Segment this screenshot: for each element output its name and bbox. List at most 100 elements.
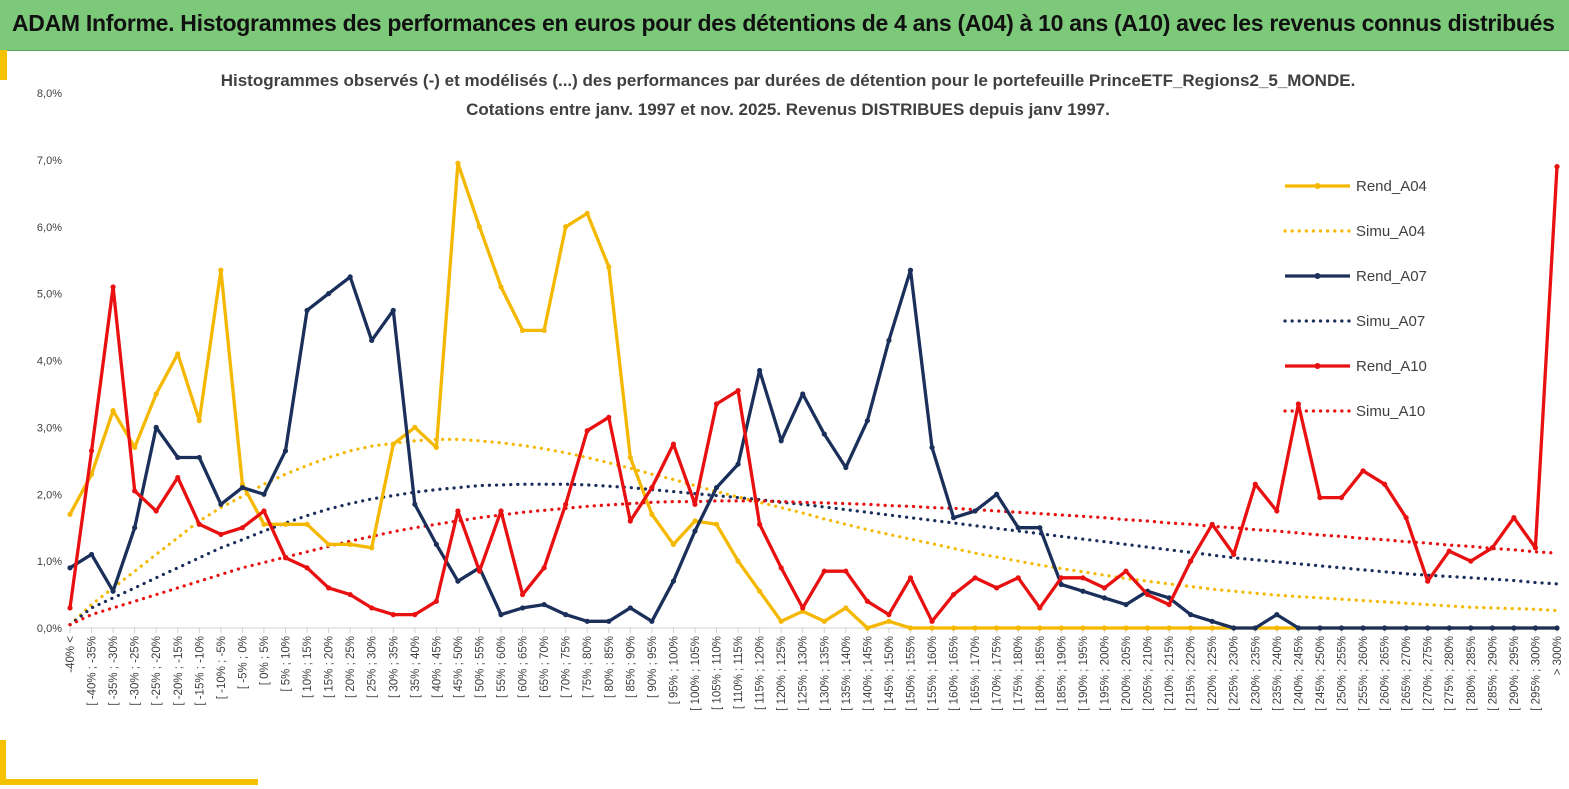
data-point-rend-a10 (1274, 508, 1280, 514)
data-point-rend-a10 (1123, 568, 1129, 574)
data-point-rend-a07 (175, 454, 181, 461)
data-point-rend-a07 (1101, 595, 1108, 601)
data-point-rend-a07 (282, 448, 289, 454)
data-point-rend-a07 (369, 337, 375, 344)
data-point-rend-a10 (1317, 494, 1323, 501)
x-tick-label: [ 25% ; 30% (367, 636, 379, 698)
data-point-rend-a10 (153, 508, 159, 514)
data-point-rend-a07 (929, 444, 935, 451)
data-point-rend-a10 (1231, 551, 1237, 558)
x-tick-label: [ 60% ; 65% (518, 636, 530, 698)
x-tick-label: [ 50% ; 55% (474, 636, 486, 698)
x-tick-label: [ 95% ; 100% (668, 636, 680, 704)
data-point-rend-a04 (1209, 625, 1215, 631)
data-point-rend-a10 (713, 401, 720, 407)
data-point-rend-a10 (196, 521, 202, 527)
data-point-rend-a04 (1080, 625, 1086, 631)
data-point-rend-a10 (821, 568, 827, 574)
data-point-rend-a04 (304, 521, 310, 527)
x-tick-label: [ 100% ; 105% (690, 636, 702, 711)
data-point-rend-a10 (1295, 401, 1301, 407)
data-point-rend-a04 (326, 541, 332, 548)
data-point-rend-a04 (110, 408, 116, 414)
data-point-rend-a04 (821, 618, 827, 624)
data-point-rend-a10 (649, 484, 655, 491)
data-point-rend-a04 (735, 558, 741, 564)
data-point-rend-a04 (994, 625, 1000, 631)
x-tick-label: [ 295% ; 300% (1530, 636, 1542, 711)
data-point-rend-a04 (950, 625, 957, 631)
data-point-rend-a10 (972, 575, 978, 581)
data-point-rend-a07 (950, 515, 957, 521)
data-point-rend-a04 (757, 588, 763, 594)
x-tick-label: [ 140% ; 145% (862, 636, 874, 711)
x-tick-label: [ 130% ; 135% (819, 636, 831, 711)
data-point-rend-a10 (627, 518, 633, 524)
x-tick-label: [ -30% ; -25% (130, 636, 142, 706)
data-point-rend-a07 (498, 612, 504, 618)
data-point-rend-a07 (735, 461, 741, 467)
data-point-rend-a04 (347, 541, 353, 548)
data-point-rend-a07 (1554, 625, 1560, 631)
data-point-rend-a10 (1489, 545, 1495, 551)
data-point-rend-a10 (239, 525, 246, 531)
series-line-rend-a07 (69, 268, 1557, 630)
data-point-rend-a10 (1037, 605, 1043, 611)
x-tick-label: [ 285% ; 290% (1487, 636, 1499, 711)
performance-histogram-chart: Histogrammes observés (-) et modélisés (… (37, 71, 1564, 711)
x-tick-label: [ 180% ; 185% (1035, 636, 1047, 711)
chart-legend: Rend_A04 Simu_A04 Rend_A07 Simu_A07 Rend_A10… (1283, 178, 1427, 420)
x-tick-label: [ 115% ; 120% (755, 636, 767, 710)
data-point-rend-a07 (196, 454, 202, 461)
series-line-simu-a07 (68, 482, 1559, 627)
x-tick-label: -40% < (65, 636, 77, 673)
x-tick-label: [ 150% ; 155% (905, 636, 917, 711)
data-point-rend-a04 (67, 511, 73, 517)
x-tick-label: [ 210% ; 215% (1164, 636, 1176, 711)
data-point-rend-a04 (606, 264, 612, 270)
data-point-rend-a07 (1015, 525, 1021, 531)
series-line-simu-a10 (68, 499, 1559, 627)
data-point-rend-a10 (1425, 578, 1431, 584)
data-point-rend-a04 (153, 391, 159, 397)
data-point-rend-a07 (1425, 625, 1431, 631)
x-tick-label: [ 155% ; 160% (927, 636, 939, 711)
data-point-rend-a04 (88, 471, 95, 477)
data-point-rend-a10 (476, 568, 483, 574)
data-point-rend-a07 (1446, 625, 1452, 631)
data-point-rend-a10 (843, 568, 849, 574)
data-point-rend-a10 (390, 612, 396, 618)
data-point-rend-a07 (1274, 612, 1280, 618)
data-point-rend-a07 (67, 565, 73, 571)
x-tick-label: [ 35% ; 40% (410, 636, 422, 698)
x-tick-label: > 300% (1552, 636, 1564, 675)
series-line-simu-a04 (68, 437, 1559, 627)
legend-label-simu-a04: Simu_A04 (1356, 223, 1425, 240)
x-tick-label: [ 260% ; 265% (1380, 636, 1392, 711)
data-point-rend-a07 (778, 438, 784, 444)
x-tick-label: [ 220% ; 225% (1207, 636, 1219, 711)
data-point-rend-a07 (1058, 581, 1064, 588)
x-tick-label: [ 245% ; 250% (1315, 636, 1327, 711)
data-point-rend-a04 (843, 605, 849, 611)
legend-marker-rend-a10 (1314, 363, 1321, 369)
data-point-rend-a10 (1468, 558, 1474, 564)
data-point-rend-a10 (67, 605, 73, 611)
x-tick-label: [ 165% ; 170% (970, 636, 982, 711)
data-point-rend-a07 (261, 491, 267, 497)
data-point-rend-a07 (326, 291, 332, 297)
x-tick-label: [ -40% ; -35% (87, 636, 99, 706)
data-point-rend-a10 (929, 618, 935, 624)
x-tick-label: [ 120% ; 125% (776, 636, 788, 711)
data-point-rend-a07 (153, 424, 159, 430)
data-point-rend-a07 (1317, 625, 1323, 631)
x-tick-label: [ 10% ; 15% (302, 636, 314, 698)
data-point-rend-a04 (1166, 625, 1172, 631)
data-point-rend-a07 (584, 618, 590, 624)
data-point-rend-a04 (412, 424, 418, 430)
data-point-rend-a10 (1532, 545, 1539, 551)
x-tick-label: [ 110% ; 115% (733, 636, 745, 709)
data-point-rend-a10 (110, 284, 116, 290)
data-point-rend-a07 (304, 307, 310, 313)
x-tick-label: [ 145% ; 150% (884, 636, 896, 711)
